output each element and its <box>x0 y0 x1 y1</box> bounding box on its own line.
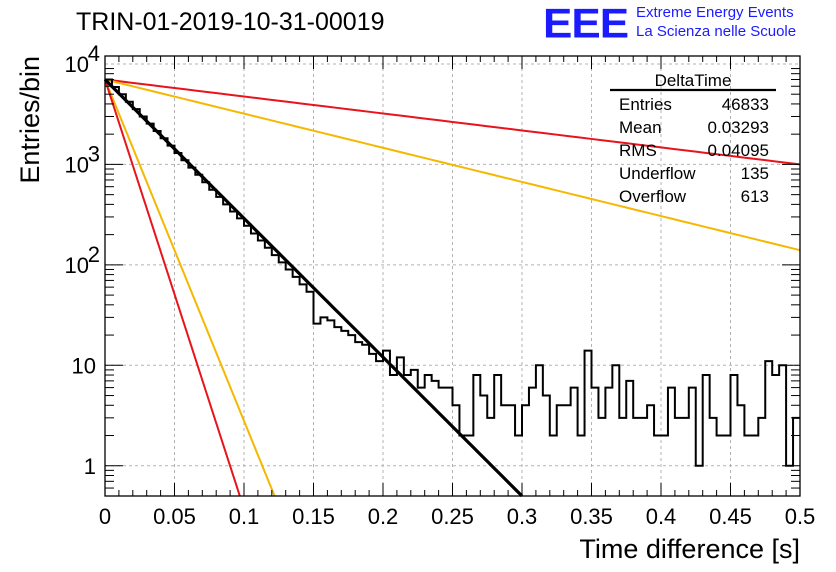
x-tick-label: 0.3 <box>507 504 538 529</box>
histogram <box>103 78 800 498</box>
y-tick-exponent: 4 <box>88 41 100 66</box>
y-tick-label: 10 <box>65 52 89 77</box>
curves <box>104 78 801 497</box>
y-tick-exponent: 3 <box>88 141 100 166</box>
logo-caption-line1: Extreme Energy Events <box>636 4 794 21</box>
stats-rows: Entries 46833 Mean 0.03293 RMS 0.04095 Underfl… <box>619 95 769 206</box>
stats-title: DeltaTime <box>655 71 732 90</box>
stats-value: 613 <box>741 187 769 206</box>
logo-caption-line2: La Scienza nelle Scuole <box>636 23 797 40</box>
x-tick-label: 0.15 <box>292 504 335 529</box>
reference-curve-orange-2 <box>104 79 276 497</box>
reference-curve-red-0 <box>104 78 801 166</box>
y-tick-label: 10 <box>65 253 89 278</box>
stats-value: 135 <box>741 164 769 183</box>
y-tick-label: 10 <box>65 152 89 177</box>
stats-box: DeltaTime Entries 46833 Mean 0.03293 RMS 0.04… <box>610 71 776 206</box>
reference-curve-orange-1 <box>104 78 801 252</box>
x-tick-label: 0.5 <box>785 504 816 529</box>
reference-curve-red-3 <box>104 79 241 497</box>
x-tick-label: 0.4 <box>646 504 677 529</box>
stats-value: 46833 <box>722 95 769 114</box>
x-tick-label: 0.1 <box>229 504 260 529</box>
y-tick-label: 10 <box>72 353 96 378</box>
x-tick-label: 0.25 <box>431 504 474 529</box>
x-tick-label: 0.35 <box>570 504 613 529</box>
y-tick-exponent: 2 <box>88 242 100 267</box>
eee-logo: EEE <box>543 0 629 47</box>
stats-value: 0.03293 <box>708 118 769 137</box>
y-axis-title: Entries/bin <box>15 56 45 184</box>
exponential-fit-line <box>103 78 524 498</box>
stats-value: 0.04095 <box>708 141 769 160</box>
stats-label: Mean <box>619 118 662 137</box>
x-tick-label: 0.05 <box>153 504 196 529</box>
x-tick-label: 0.2 <box>368 504 399 529</box>
x-tick-label: 0.45 <box>709 504 752 529</box>
x-tick-label: 0 <box>99 504 111 529</box>
stats-label: RMS <box>619 141 657 160</box>
grid <box>105 56 800 496</box>
stats-label: Overflow <box>619 187 687 206</box>
stats-label: Underflow <box>619 164 696 183</box>
stats-label: Entries <box>619 95 672 114</box>
axis-ticks: 0 0.05 0.1 0.15 0.2 0.25 0.3 0.35 0.4 0.45 0.5 1 10 1… <box>65 41 816 529</box>
x-axis-title: Time difference [s] <box>579 534 800 564</box>
chart-title: TRIN-01-2019-10-31-00019 <box>76 8 385 36</box>
y-tick-label: 1 <box>84 454 96 479</box>
histogram-outline <box>105 78 800 467</box>
